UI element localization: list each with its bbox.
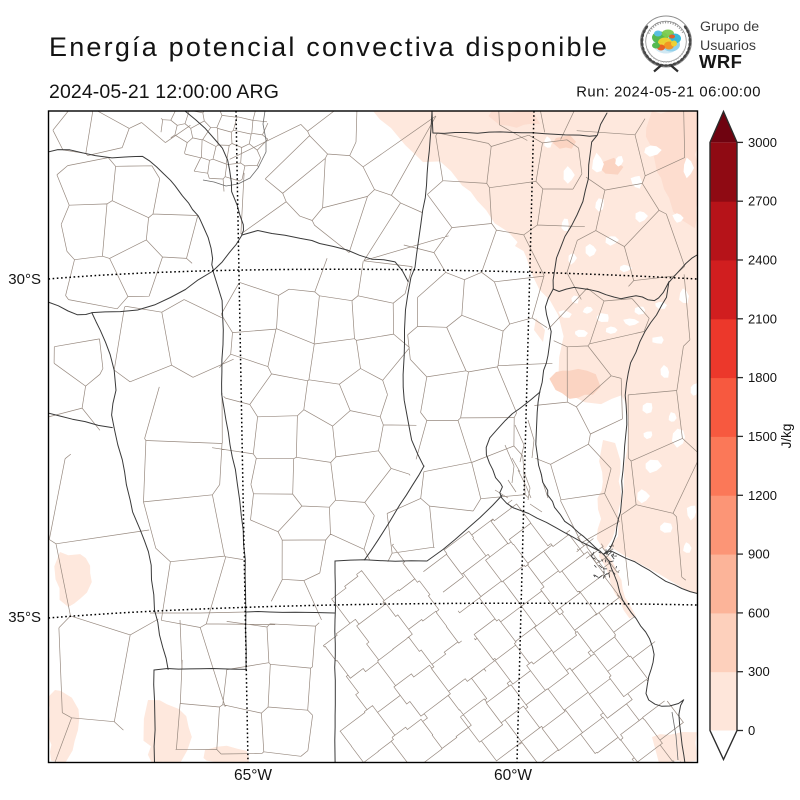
svg-text:2100: 2100 [748,311,777,326]
svg-text:3000: 3000 [748,135,777,150]
svg-text:35°S: 35°S [8,609,41,626]
svg-text:900: 900 [748,547,770,562]
svg-text:1200: 1200 [748,488,777,503]
svg-text:Grupo de: Grupo de [700,19,759,35]
svg-text:300: 300 [748,664,770,679]
svg-text:0: 0 [748,723,755,738]
svg-text:Energía potencial convectiva d: Energía potencial convectiva disponible [49,32,609,62]
svg-text:60°W: 60°W [494,767,532,784]
svg-text:2700: 2700 [748,194,777,209]
svg-text:J/kg: J/kg [779,424,794,449]
svg-text:1800: 1800 [748,370,777,385]
svg-text:Run: 2024-05-21 06:00:00: Run: 2024-05-21 06:00:00 [576,85,761,101]
svg-text:2400: 2400 [748,253,777,268]
svg-text:2024-05-21 12:00:00 ARG: 2024-05-21 12:00:00 ARG [49,81,279,103]
svg-text:1500: 1500 [748,429,777,444]
svg-text:WRF: WRF [699,51,742,72]
svg-text:65°W: 65°W [234,767,272,784]
svg-text:600: 600 [748,605,770,620]
svg-text:30°S: 30°S [8,271,41,288]
svg-text:Usuarios: Usuarios [700,38,756,54]
